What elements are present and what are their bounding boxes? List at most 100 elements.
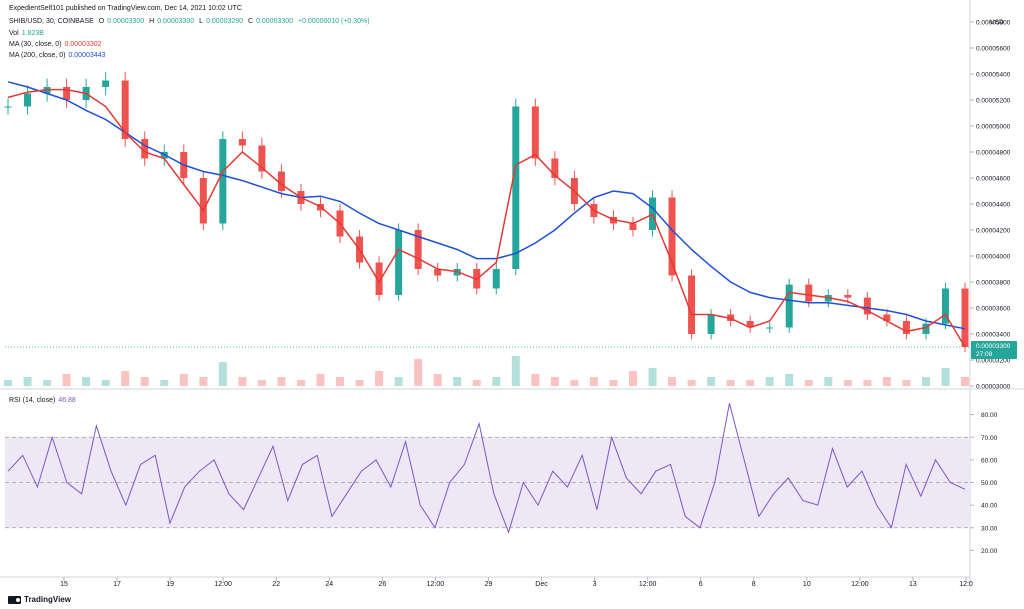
publisher-text: ExpedientSelf101 published on TradingVie… [9, 5, 242, 12]
candle-body [24, 93, 32, 107]
price-tick-label: 0.00004600 [976, 176, 1011, 183]
volume-bar [62, 374, 71, 386]
candle-body [63, 87, 71, 100]
candle-body [414, 230, 422, 269]
candle-body [941, 288, 949, 324]
ma200-value: 0.00003443 [68, 52, 106, 59]
ma200-legend[interactable]: MA (200, close, 0) 0.00003443 [9, 51, 108, 60]
ma30-legend[interactable]: MA (30, close, 0) 0.00003302 [9, 40, 105, 49]
price-pane [5, 22, 970, 386]
rsi-tick-label: 70.00 [981, 435, 998, 442]
tradingview-logo-icon [8, 595, 21, 604]
time-tick-label: Dec [535, 581, 548, 588]
volume-bar [199, 377, 208, 386]
candle-body [258, 145, 266, 172]
volume-bar [218, 362, 227, 386]
candle-body [863, 297, 871, 315]
price-tick-label: 0.00004200 [976, 228, 1011, 235]
candle-body [238, 139, 246, 146]
candle-body [922, 323, 930, 334]
price-tick-label: 0.00005600 [976, 46, 1011, 53]
volume-value: 1.823B [21, 30, 44, 37]
price-tick-label: 0.00004800 [976, 150, 1011, 157]
volume-bar [433, 374, 442, 386]
volume-bar [863, 380, 872, 386]
change-value: +0.00000010 (+0.30%) [298, 18, 370, 25]
volume-bar [746, 380, 755, 386]
candle-body [688, 275, 696, 334]
time-tick-label: 12:00 [214, 581, 232, 588]
price-tick-label: 0.00003400 [976, 332, 1011, 339]
price-tick-label: 0.00003600 [976, 306, 1011, 313]
volume-bar [179, 374, 188, 386]
time-tick-label: 12:00 [427, 581, 445, 588]
rsi-tick-label: 30.00 [981, 525, 998, 532]
volume-bar [570, 380, 579, 386]
high-label: H [149, 18, 155, 25]
rsi-label: RSI (14, close) [9, 397, 56, 404]
volume-bar [492, 377, 501, 386]
countdown-tag-text: 27:08 [976, 351, 993, 358]
volume-bar [609, 380, 618, 386]
open-value: 0.00003300 [107, 18, 145, 25]
last-price-tag [971, 341, 1017, 359]
candle-body [551, 158, 559, 178]
time-tick-label: 24 [325, 581, 333, 588]
candle-body [668, 197, 676, 276]
time-tick-label: 12:0 [959, 581, 973, 588]
price-tick-label: 0.00004000 [976, 254, 1011, 261]
price-tick-label: 0.00005800 [976, 20, 1011, 27]
price-tick-label: 0.00004400 [976, 202, 1011, 209]
volume-bar [628, 371, 637, 386]
time-tick-label: 12:00 [851, 581, 869, 588]
volume-bar [589, 377, 598, 386]
volume-bar [511, 356, 520, 386]
candle-body [883, 314, 891, 321]
rsi-legend[interactable]: RSI (14, close) 46.88 [9, 396, 79, 405]
volume-bar [277, 377, 286, 386]
rsi-line [7, 403, 966, 534]
symbol-legend[interactable]: SHIB/USD, 30, COINBASE O 0.00003300 H 0.00… [9, 17, 373, 26]
volume-bar [941, 368, 950, 386]
volume-bar [687, 380, 696, 386]
price-tick-label: 0.00003200 [976, 358, 1011, 365]
low-label: L [199, 18, 204, 25]
time-tick-label: 12:00 [639, 581, 657, 588]
open-label: O [98, 18, 105, 25]
low-value: 0.00003290 [206, 18, 244, 25]
candle-body [102, 80, 110, 87]
volume-bar [4, 380, 12, 386]
volume-bar [140, 377, 149, 386]
time-tick-label: 26 [378, 581, 386, 588]
volume-bar [961, 377, 969, 386]
volume-bar [668, 377, 677, 386]
candle-body [961, 288, 969, 347]
volume-bar [394, 377, 403, 386]
volume-bar [785, 374, 794, 386]
candle-body [805, 284, 813, 302]
tradingview-brand[interactable]: TradingView [8, 595, 71, 604]
price-tick-label: 0.00005000 [976, 124, 1011, 131]
volume-bar [824, 377, 833, 386]
high-value: 0.00003300 [157, 18, 195, 25]
volume-bar [43, 380, 52, 386]
volume-bar [882, 377, 891, 386]
symbol-name[interactable]: SHIB/USD, 30, COINBASE [9, 18, 94, 25]
ma30-value: 0.00003302 [64, 41, 102, 48]
volume-bar [296, 380, 305, 386]
volume-bar [238, 377, 247, 386]
rsi-tick-label: 50.00 [981, 480, 998, 487]
close-value: 0.00003300 [256, 18, 294, 25]
candle-body [277, 171, 285, 191]
volume-bar [550, 377, 559, 386]
price-tick-label: 0.00003800 [976, 280, 1011, 287]
volume-legend[interactable]: Vol 1.823B [9, 29, 47, 38]
time-tick-label: 22 [272, 581, 280, 588]
volume-label: Vol [9, 30, 19, 37]
price-tick-label: 0.00005200 [976, 98, 1011, 105]
time-tick-label: 3 [593, 581, 597, 588]
volume-bar [355, 380, 364, 386]
time-tick-label: 8 [752, 581, 756, 588]
candle-body [121, 80, 129, 139]
